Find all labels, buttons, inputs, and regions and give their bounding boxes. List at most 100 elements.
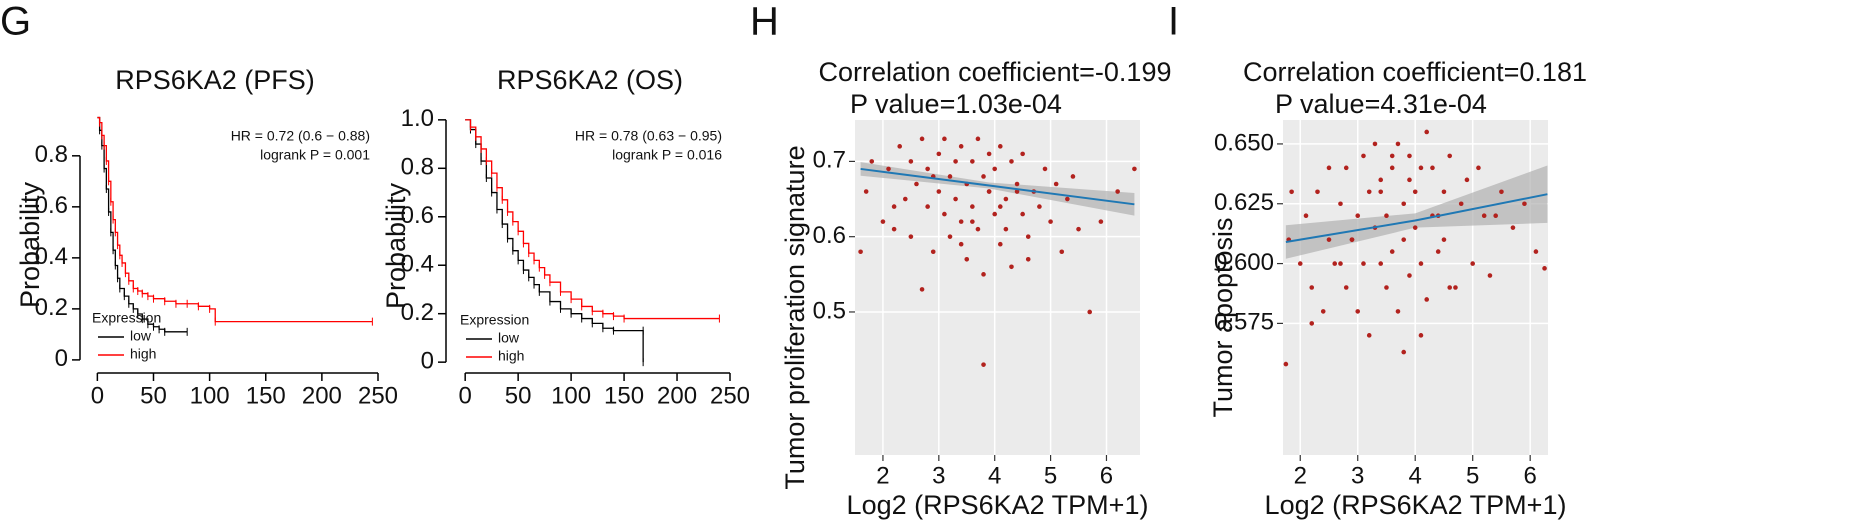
scatter-point <box>1037 204 1042 209</box>
scatter-point <box>1493 213 1498 219</box>
scatter-point <box>897 144 903 149</box>
survival-curve <box>97 116 188 333</box>
annotation: logrank P = 0.001 <box>260 147 370 163</box>
x-tick-label: 200 <box>302 382 342 409</box>
scatter-point <box>1025 234 1031 239</box>
scatter-point <box>1412 225 1418 230</box>
x-tick-label: 150 <box>246 382 286 409</box>
scatter-point <box>947 174 953 179</box>
x-tick-label: 250 <box>358 382 398 409</box>
scatter-point <box>1470 261 1475 266</box>
scatter-point <box>1395 309 1401 314</box>
fit-line <box>1285 193 1548 244</box>
x-tick-label: 3 <box>1351 462 1364 489</box>
scatter-point <box>1132 166 1137 172</box>
scatter-point <box>981 272 986 277</box>
scatter-point <box>986 151 992 157</box>
scatter-point <box>958 144 964 149</box>
scatter-point <box>1366 189 1372 195</box>
scatter-point <box>1453 285 1458 290</box>
scatter-point <box>1025 256 1031 262</box>
legend-title: Expression <box>92 310 161 326</box>
x-tick-label: 5 <box>1044 462 1057 489</box>
x-tick-label: 50 <box>140 382 167 409</box>
scatter-point <box>997 241 1003 247</box>
scatter-point <box>1510 225 1516 230</box>
chart-title: Correlation coefficient=-0.199 <box>819 57 1172 87</box>
panel-label: I <box>1168 0 1179 44</box>
scatter-point <box>1065 196 1070 202</box>
chart-title: Correlation coefficient=0.181 <box>1243 57 1587 87</box>
scatter-point <box>1458 201 1464 207</box>
scatter-point <box>908 159 914 164</box>
y-tick-label: 0.4 <box>35 243 68 270</box>
x-tick-label: 0 <box>91 382 104 409</box>
annotation: HR = 0.78 (0.63 − 0.95) <box>575 128 722 144</box>
scatter-point <box>919 136 925 142</box>
scatter-point <box>1320 309 1326 314</box>
scatter-point <box>936 151 942 157</box>
scatter-point <box>1476 165 1481 171</box>
scatter-point <box>886 166 891 172</box>
scatter-point <box>970 159 975 164</box>
scatter-point <box>942 136 947 142</box>
scatter-point <box>1441 237 1447 242</box>
scatter-point <box>992 211 998 217</box>
scatter-point <box>1401 201 1407 207</box>
scatter-point <box>1401 349 1407 355</box>
scatter-point <box>1435 249 1441 254</box>
scatter-point <box>1303 213 1309 219</box>
scatter-point <box>1378 177 1384 183</box>
x-tick-label: 150 <box>604 382 644 409</box>
y-tick-label: 0.7 <box>813 147 846 174</box>
scatter-point <box>858 249 863 255</box>
y-tick-label: 0.575 <box>1214 309 1274 336</box>
y-tick-label: 0.8 <box>401 154 434 181</box>
scatter-point <box>1430 165 1435 171</box>
scatter-point <box>1070 174 1076 179</box>
scatter-point <box>1522 201 1527 207</box>
scatter-point <box>919 287 925 292</box>
scatter-point <box>1418 333 1424 338</box>
y-tick-label: 0.2 <box>35 294 68 321</box>
y-axis-label: Probability <box>15 181 45 308</box>
x-tick-label: 0 <box>458 382 471 409</box>
fit-line <box>860 167 1135 206</box>
scatter-point <box>1326 165 1332 171</box>
scatter-point <box>1076 226 1081 232</box>
y-tick-label: 0.625 <box>1214 189 1274 216</box>
scatter-point <box>1309 321 1315 326</box>
scatter-point <box>1424 297 1430 302</box>
scatter-point <box>1481 213 1487 219</box>
scatter-point <box>1395 141 1401 147</box>
y-tick-label: 0.2 <box>401 299 434 326</box>
y-tick-label: 0.6 <box>35 192 68 219</box>
legend-label: low <box>498 330 520 346</box>
x-axis-label: Log2 (RPS6KA2 TPM+1) <box>847 490 1149 520</box>
scatter-point <box>1355 213 1361 219</box>
chart-title: RPS6KA2 (PFS) <box>115 65 315 95</box>
scatter-point <box>1487 273 1493 278</box>
scatter-point <box>1315 189 1320 195</box>
scatter-point <box>975 136 981 142</box>
confidence-band <box>860 162 1135 216</box>
scatter-point <box>1326 237 1332 242</box>
scatter-point <box>1384 285 1389 290</box>
x-tick-label: 6 <box>1100 462 1113 489</box>
scatter-point <box>1003 196 1009 202</box>
y-tick-label: 0.650 <box>1214 129 1274 156</box>
x-tick-label: 200 <box>657 382 697 409</box>
x-tick-label: 50 <box>505 382 532 409</box>
scatter-point <box>1389 165 1395 171</box>
scatter-point <box>997 204 1003 209</box>
y-tick-label: 0.5 <box>813 297 846 324</box>
legend-label: low <box>130 328 152 344</box>
scatter-point <box>1378 261 1384 266</box>
scatter-point <box>1447 153 1453 159</box>
scatter-point <box>1384 213 1389 219</box>
scatter-point <box>1003 226 1009 232</box>
scatter-point <box>1059 249 1065 255</box>
x-axis-label: Log2 (RPS6KA2 TPM+1) <box>1265 490 1567 520</box>
scatter-point <box>1464 177 1470 183</box>
